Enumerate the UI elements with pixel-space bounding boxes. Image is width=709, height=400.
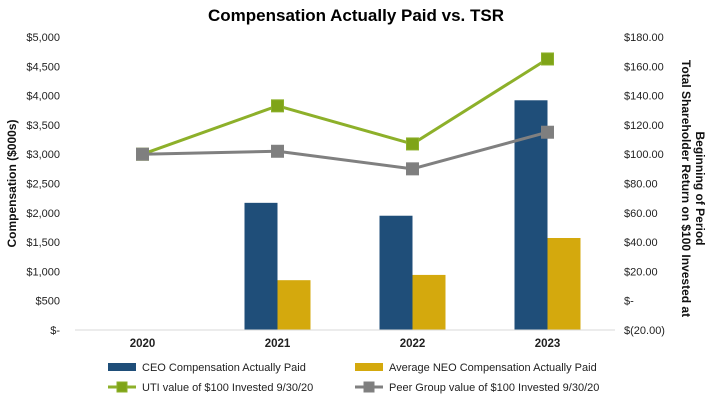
right-tick-label: $60.00 — [624, 208, 658, 220]
left-tick-label: $3,000 — [26, 149, 60, 161]
left-tick-label: $2,000 — [26, 208, 60, 220]
legend-swatch-ceo — [108, 363, 136, 371]
y-axis-label-right-line-1: Total Shareholder Return on $100 Investe… — [679, 60, 693, 317]
chart-title: Compensation Actually Paid vs. TSR — [208, 6, 504, 25]
bar-ceo-2021 — [244, 202, 278, 330]
legend-label-uti: UTI value of $100 Invested 9/30/20 — [142, 382, 313, 394]
marker-peer-2020 — [136, 147, 149, 161]
bar-neo-2023 — [547, 237, 581, 330]
marker-peer-2023 — [541, 125, 554, 139]
bar-neo-2022 — [412, 274, 446, 330]
right-tick-label: $(20.00) — [624, 325, 665, 337]
left-tick-label: $4,000 — [26, 91, 60, 103]
left-tick-label: $2,500 — [26, 179, 60, 191]
right-tick-label: $- — [624, 296, 634, 308]
line-uti — [141, 57, 549, 156]
marker-uti-2022 — [406, 137, 419, 151]
x-tick-label: 2023 — [535, 338, 561, 350]
marker-peer-2021 — [271, 144, 284, 158]
x-tick-label: 2021 — [265, 338, 291, 350]
right-tick-label: $140.00 — [624, 91, 664, 103]
right-tick-label: $100.00 — [624, 149, 664, 161]
right-tick-label: $40.00 — [624, 237, 658, 249]
x-tick-label: 2020 — [130, 338, 156, 350]
bar-neo-2021 — [277, 280, 311, 330]
legend-label-ceo: CEO Compensation Actually Paid — [142, 362, 306, 374]
legend: CEO Compensation Actually Paid Average NE… — [108, 362, 599, 394]
left-tick-label: $1,000 — [26, 266, 60, 278]
legend-label-neo: Average NEO Compensation Actually Paid — [389, 362, 597, 374]
left-tick-label: $- — [50, 325, 60, 337]
legend-label-peer: Peer Group value of $100 Invested 9/30/2… — [389, 382, 599, 394]
y-axis-label-right: Total Shareholder Return on $100 Investe… — [679, 60, 707, 317]
x-tick-label: 2022 — [400, 338, 426, 350]
legend-marker-peer — [363, 381, 375, 393]
right-tick-label: $20.00 — [624, 266, 658, 278]
y-axis-label-left: Compensation ($000s) — [5, 119, 19, 247]
line-peer — [142, 130, 548, 171]
bar-ceo-2022 — [379, 215, 413, 330]
marker-uti-2023 — [541, 52, 554, 66]
right-tick-label: $80.00 — [624, 179, 658, 191]
legend-marker-uti — [116, 381, 128, 393]
left-tick-label: $3,500 — [26, 120, 60, 132]
y-axis-label-right-line-2: Beginning of Period — [693, 132, 707, 246]
left-tick-label: $1,500 — [26, 237, 60, 249]
marker-peer-2022 — [406, 162, 419, 176]
legend-swatch-neo — [355, 363, 383, 371]
marker-uti-2021 — [271, 99, 284, 113]
right-tick-label: $120.00 — [624, 120, 664, 132]
right-tick-label: $160.00 — [624, 61, 664, 73]
left-tick-label: $4,500 — [26, 61, 60, 73]
plot-area: $- $500 $1,000 $1,500 $2,000 $2,500 $3,000 $3,5… — [26, 32, 665, 350]
right-tick-label: $180.00 — [624, 32, 664, 44]
left-tick-label: $5,000 — [26, 32, 60, 44]
left-tick-label: $500 — [36, 296, 60, 308]
